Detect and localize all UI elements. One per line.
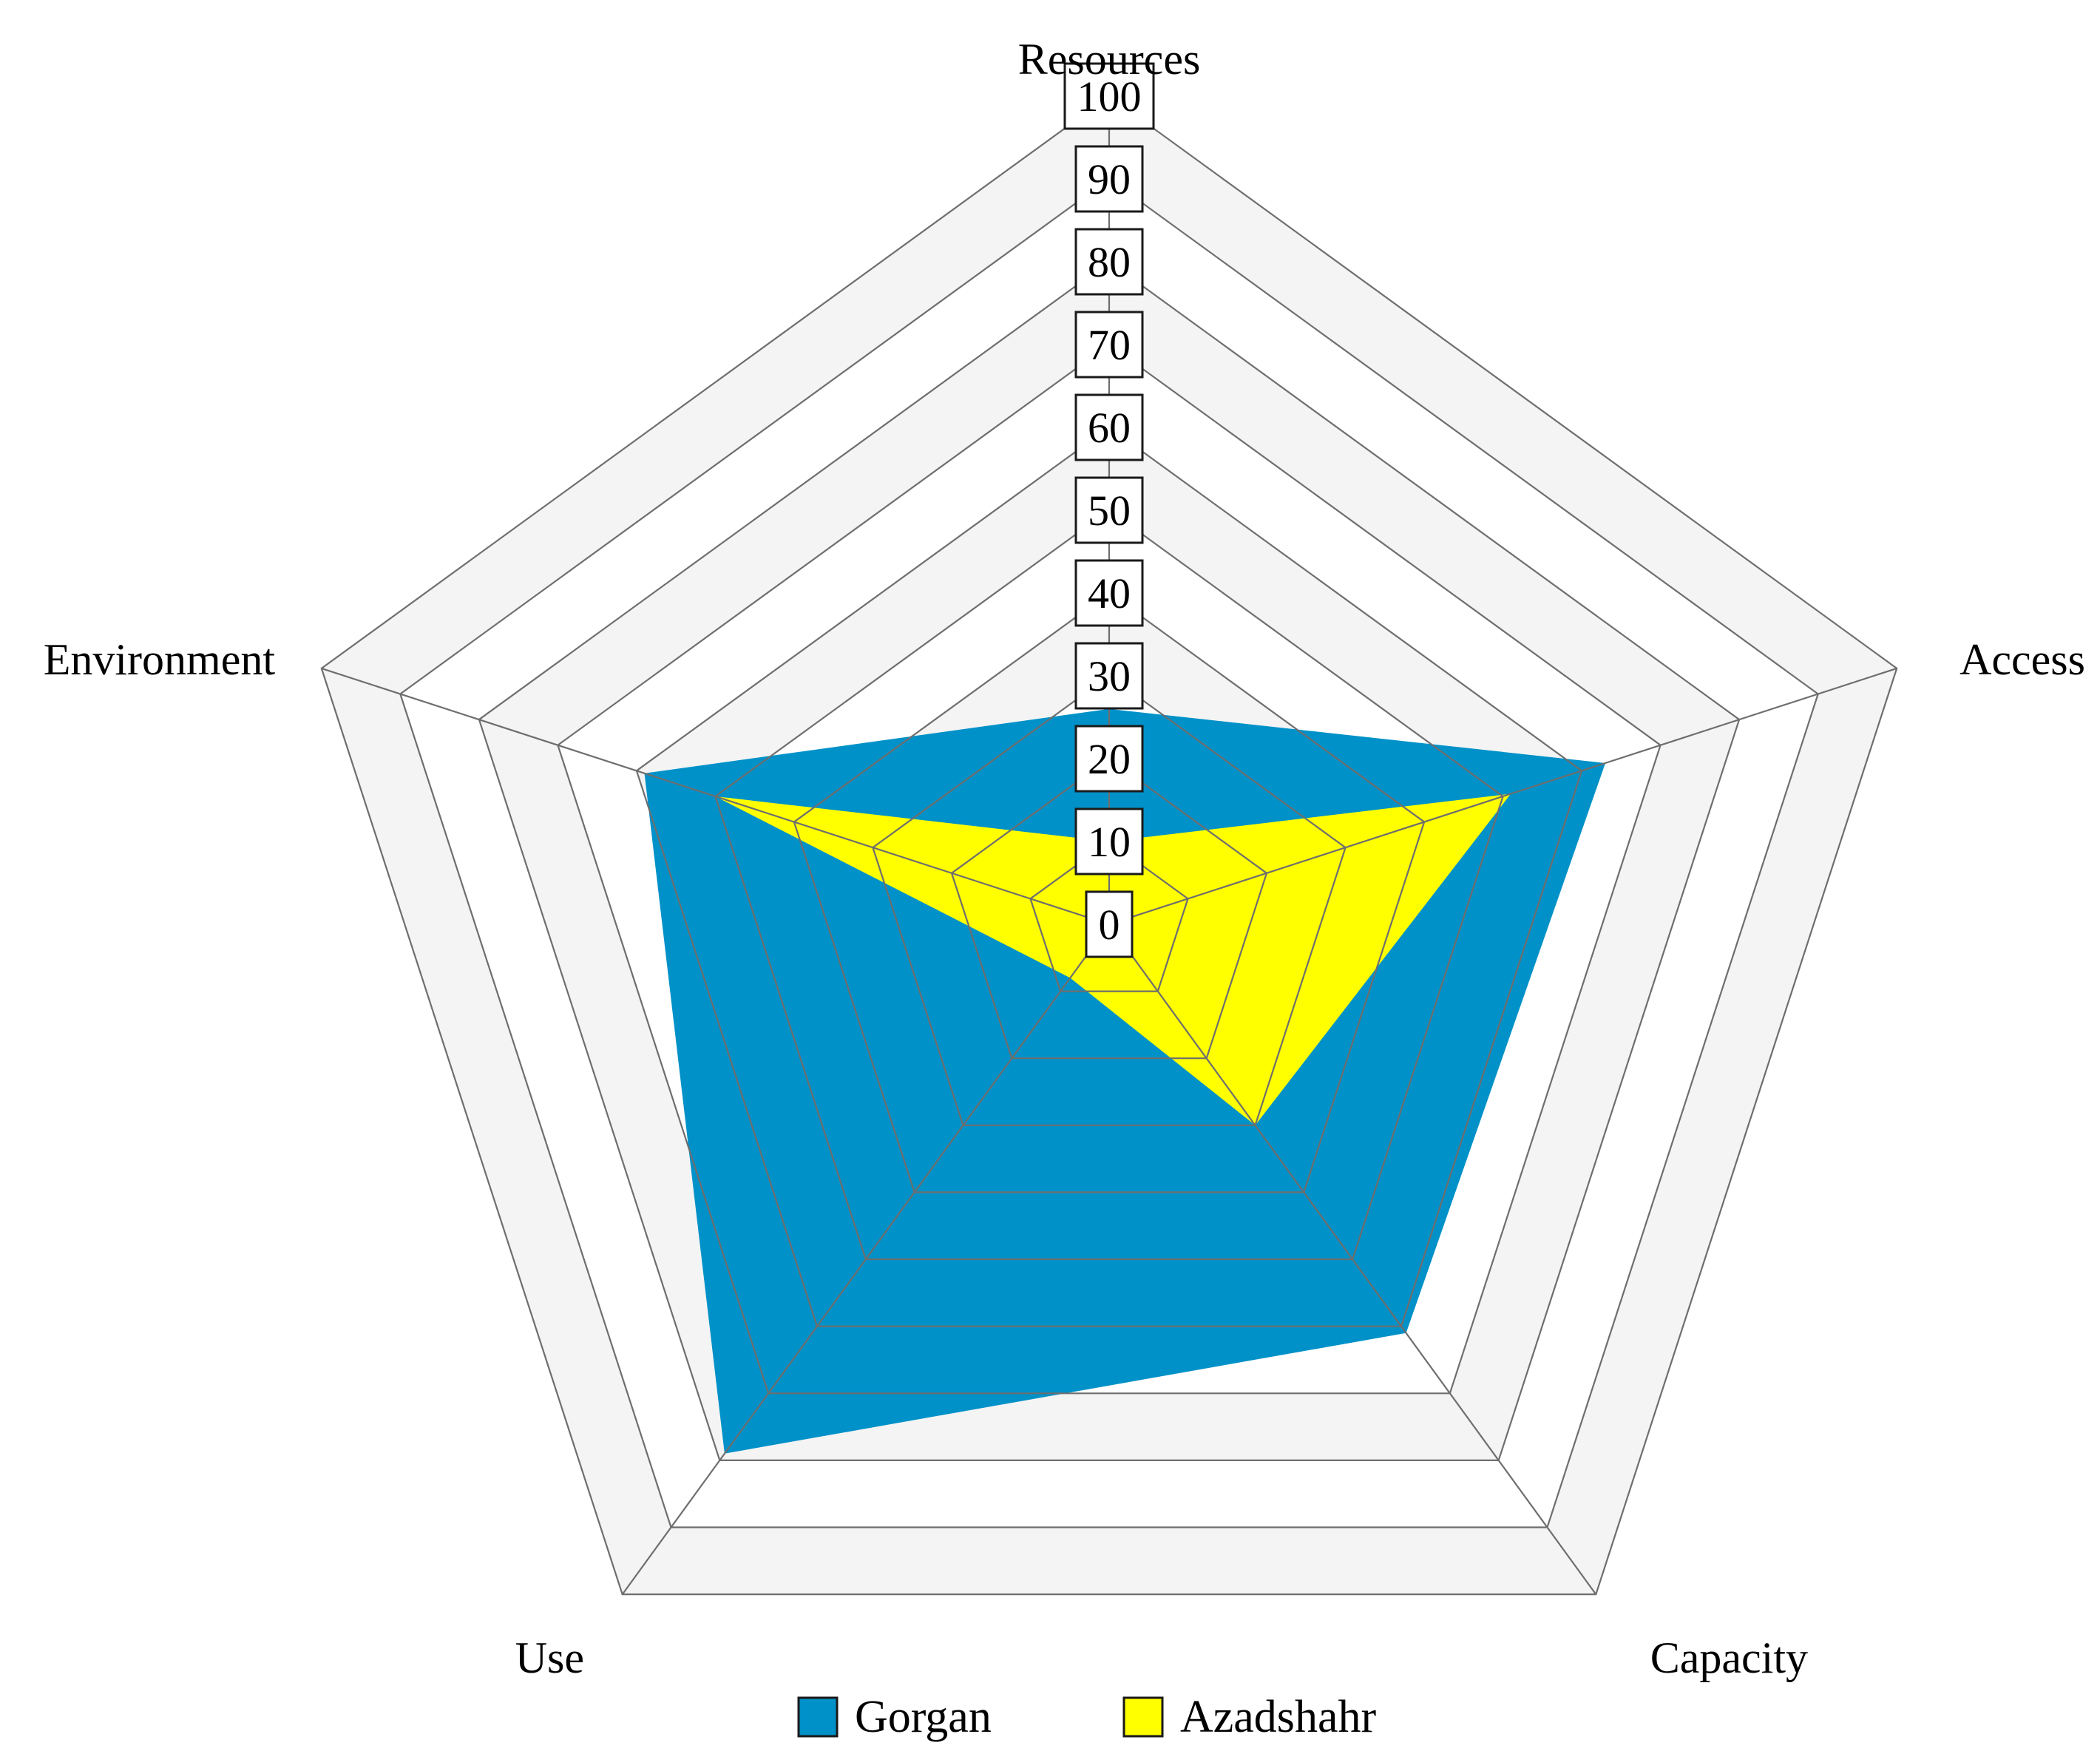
- chart-legend: Gorgan Azadshahr: [797, 1692, 1376, 1742]
- tick-box: [1074, 393, 1144, 461]
- radar-axis-labels: Resources Access Capacity Use Environment: [44, 35, 2085, 1682]
- tick-label: 30: [1088, 652, 1131, 700]
- legend-item-gorgan: Gorgan: [797, 1692, 992, 1742]
- legend-item-azadshahr: Azadshahr: [1122, 1692, 1376, 1742]
- axis-label-capacity: Capacity: [1650, 1633, 1808, 1682]
- grid-ring-6: [635, 426, 1583, 1327]
- grid-ring-3: [872, 674, 1347, 1126]
- tick-label-box-70: 70: [1074, 311, 1144, 379]
- tick-label: 90: [1088, 155, 1131, 203]
- legend-label-azadshahr: Azadshahr: [1180, 1692, 1376, 1742]
- tick-box: [1074, 476, 1144, 544]
- tick-label-box-30: 30: [1074, 642, 1144, 710]
- tick-box: [1074, 311, 1144, 379]
- tick-box: [1074, 559, 1144, 627]
- grid-ring-1: [1029, 840, 1189, 992]
- axis-spoke-access: [1108, 667, 1897, 926]
- tick-label: 10: [1088, 818, 1131, 866]
- tick-label-box-90: 90: [1074, 145, 1144, 213]
- tick-box: [1074, 642, 1144, 710]
- tick-box: [1074, 725, 1144, 793]
- axis-label-use: Use: [515, 1633, 584, 1682]
- grid-ring-5: [714, 509, 1504, 1261]
- axis-spoke-capacity: [1108, 924, 1597, 1595]
- legend-swatch-azadshahr: [1122, 1696, 1164, 1738]
- tick-label-box-60: 60: [1074, 393, 1144, 461]
- grid-ring-9: [399, 177, 1819, 1528]
- tick-label: 0: [1099, 901, 1120, 949]
- tick-label-box-80: 80: [1074, 228, 1144, 296]
- grid-ring-4: [793, 592, 1426, 1193]
- tick-box: [1063, 62, 1155, 130]
- axis-label-resources: Resources: [1018, 35, 1201, 84]
- tick-label: 100: [1077, 72, 1142, 121]
- axis-label-environment: Environment: [44, 635, 276, 684]
- radar-series: [320, 95, 1898, 1596]
- tick-label-box-20: 20: [1074, 725, 1144, 793]
- grid-ring-2: [950, 757, 1268, 1060]
- tick-label: 20: [1088, 735, 1131, 783]
- axis-spoke-use: [621, 924, 1110, 1595]
- grid-ring-7: [557, 343, 1662, 1395]
- tick-label-box-40: 40: [1074, 559, 1144, 627]
- tick-label-box-0: 0: [1085, 890, 1134, 958]
- tick-label: 40: [1088, 569, 1131, 617]
- tick-label-box-50: 50: [1074, 476, 1144, 544]
- tick-label-box-10: 10: [1074, 807, 1144, 876]
- tick-label: 60: [1088, 404, 1131, 452]
- tick-label-box-100: 100: [1063, 62, 1155, 130]
- radar-tick-labels: 0 10 20 30 40 50 60 70 80 90 100: [1063, 62, 1155, 958]
- grid-ring-8: [478, 260, 1741, 1462]
- tick-box: [1074, 228, 1144, 296]
- series-area-azadshahr: [715, 793, 1511, 1125]
- legend-label-gorgan: Gorgan: [855, 1692, 992, 1742]
- tick-label: 70: [1088, 321, 1131, 369]
- tick-box: [1085, 890, 1134, 958]
- tick-label: 50: [1088, 487, 1131, 535]
- tick-label: 80: [1088, 238, 1131, 286]
- axis-label-access: Access: [1960, 635, 2085, 684]
- grid-ring-10: [320, 95, 1898, 1596]
- tick-box: [1074, 145, 1144, 213]
- legend-swatch-gorgan: [797, 1696, 839, 1738]
- axis-spoke-environment: [321, 667, 1110, 926]
- tick-box: [1074, 807, 1144, 876]
